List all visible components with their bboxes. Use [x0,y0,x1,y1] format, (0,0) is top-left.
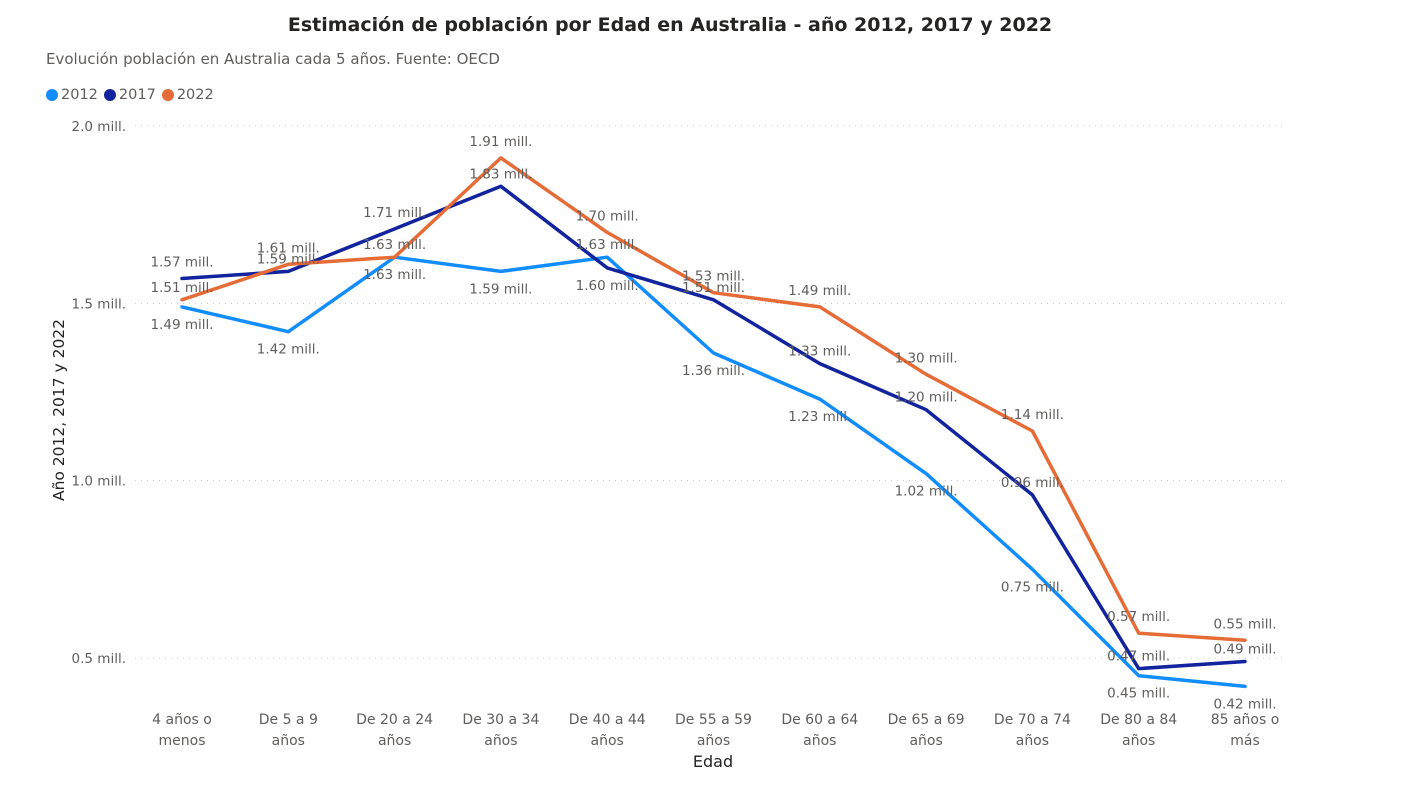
data-label-2022: 1.51 mill. [150,280,213,296]
data-label-2012: 1.63 mill. [576,237,639,253]
y-axis-ticks: 2.0 mill. 1.5 mill. 1.0 mill. 0.5 mill. [72,119,126,667]
series-line-2022[interactable] [180,156,1247,643]
data-label-2017: 1.51 mill. [682,280,745,296]
x-tick-label-line: menos [159,733,206,749]
x-tick-label-line: años [697,733,730,749]
x-tick-label-line: más [1230,733,1260,749]
x-tick-label: De 55 a 59 años [675,712,752,749]
data-label-2012: 1.36 mill. [682,363,745,379]
x-tick-label-line: De 70 a 74 [994,712,1071,728]
data-label-2017: 1.59 mill. [257,251,320,267]
data-label-2012: 0.45 mill. [1107,686,1170,702]
x-tick-label: 85 años o más [1211,712,1280,749]
x-tick-label: De 40 a 44 años [569,712,646,749]
x-tick-label-line: De 60 a 64 [781,712,858,728]
data-label-2022: 1.14 mill. [1001,407,1064,423]
data-label-2022: 1.49 mill. [788,283,851,299]
legend-dot-2012 [46,89,58,101]
x-tick-label-line: De 30 a 34 [462,712,539,728]
data-label-2022: 0.57 mill. [1107,609,1170,625]
x-tick-label: De 30 a 34 años [462,712,539,749]
x-tick-label-line: De 80 a 84 [1100,712,1177,728]
x-tick-label-line: De 5 a 9 [259,712,318,728]
series-lines [180,156,1247,689]
x-tick-label: 4 años o menos [152,712,212,749]
data-label-2012: 1.42 mill. [257,342,320,358]
data-labels: 1.57 mill. 1.51 mill. 1.49 mill. 1.61 mill.… [150,134,1276,712]
data-label-2022: 1.91 mill. [469,134,532,150]
data-label-2012: 1.59 mill. [469,281,532,297]
x-tick-label-line: años [272,733,305,749]
data-label-2022: 1.53 mill. [682,269,745,285]
data-label-2012: 0.75 mill. [1001,579,1064,595]
series-line-2017[interactable] [180,184,1247,671]
data-label-2017: 0.49 mill. [1213,642,1276,658]
x-tick-label-line: De 55 a 59 [675,712,752,728]
x-tick-label-line: De 20 a 24 [356,712,433,728]
x-tick-label-line: años [378,733,411,749]
x-tick-label-line: De 40 a 44 [569,712,646,728]
data-label-2012: 1.02 mill. [895,484,958,500]
legend: 2012 2017 2022 [46,87,220,103]
data-label-2017: 1.71 mill. [363,205,426,221]
x-tick-label-line: años [484,733,517,749]
x-tick-label-line: 85 años o [1211,712,1280,728]
series-line-2012[interactable] [180,255,1247,689]
legend-dot-2022 [161,89,174,101]
data-label-2017: 1.33 mill. [788,344,851,360]
x-tick-label-line: años [1016,733,1049,749]
data-label-2022: 1.30 mill. [895,350,958,366]
data-label-2012: 1.23 mill. [788,409,851,425]
x-axis-title: Edad [693,752,733,771]
y-tick-label: 1.5 mill. [72,296,126,312]
y-tick-label: 0.5 mill. [72,651,126,667]
legend-item-2022[interactable]: 2022 [161,87,214,103]
gridlines [135,125,1285,659]
data-label-2017: 1.83 mill. [469,166,532,182]
data-label-2012: 0.42 mill. [1213,696,1276,712]
data-label-2012: 1.49 mill. [150,317,213,333]
legend-label-2022: 2022 [176,87,214,103]
data-label-2022: 1.70 mill. [576,208,639,224]
x-tick-label: De 70 a 74 años [994,712,1071,749]
data-label-2017: 0.47 mill. [1107,649,1170,665]
chart-subtitle: Evolución población en Australia cada 5 … [46,50,500,68]
data-label-2022: 0.55 mill. [1213,616,1276,632]
data-label-2012: 1.63 mill. [363,237,426,253]
x-tick-label: De 60 a 64 años [781,712,858,749]
data-label-2022: 1.63 mill. [363,267,426,283]
chart-title: Estimación de población por Edad en Aust… [287,14,1053,36]
x-tick-label-line: años [591,733,624,749]
legend-label-2012: 2012 [61,87,98,103]
legend-dot-2017 [103,89,116,101]
data-label-2017: 1.20 mill. [895,390,958,406]
y-tick-label: 2.0 mill. [72,119,126,135]
x-tick-label: De 20 a 24 años [356,712,433,749]
x-tick-label: De 65 a 69 años [888,712,965,749]
x-tick-label: De 80 a 84 años [1100,712,1177,749]
legend-item-2017[interactable]: 2017 [103,87,156,103]
x-tick-label-line: años [1122,733,1155,749]
x-tick-label-line: De 65 a 69 [888,712,965,728]
x-tick-label: De 5 a 9 años [259,712,318,749]
y-tick-label: 1.0 mill. [72,474,126,490]
data-label-2017: 1.60 mill. [576,278,639,294]
legend-label-2017: 2017 [118,87,156,103]
legend-item-2012[interactable]: 2012 [46,87,98,103]
data-label-2017: 1.57 mill. [150,255,213,271]
x-tick-label-line: años [909,733,942,749]
x-tick-label-line: 4 años o [152,712,212,728]
y-axis-title: Año 2012, 2017 y 2022 [50,319,68,501]
data-label-2017: 0.96 mill. [1001,475,1064,491]
x-tick-label-line: años [803,733,836,749]
data-label-2022: 1.61 mill. [257,240,320,256]
